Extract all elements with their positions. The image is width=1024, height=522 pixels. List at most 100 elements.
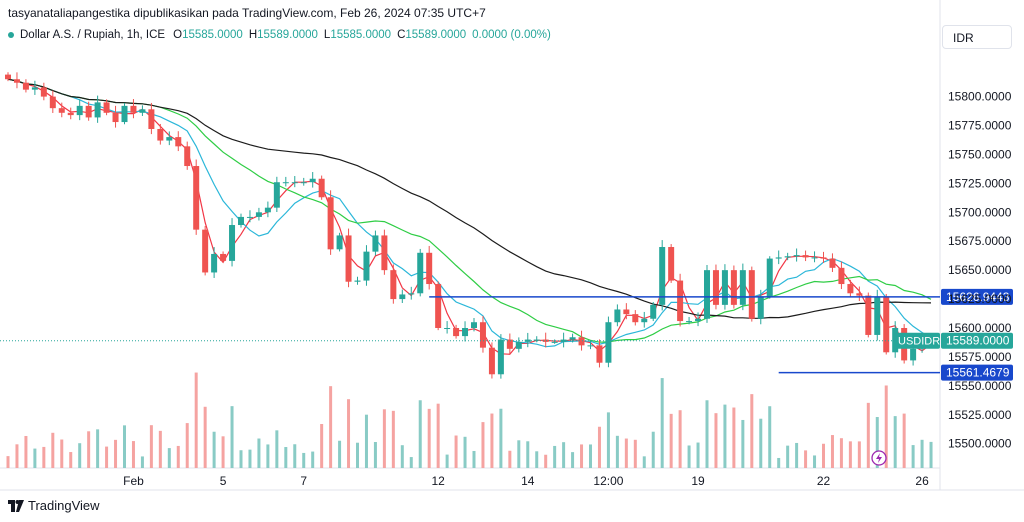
volume-bar — [257, 438, 261, 468]
lightning-icon-bolt — [876, 453, 882, 463]
y-tick-label: 15600.0000 — [948, 321, 1012, 335]
volume-bar — [553, 445, 557, 468]
candle-body — [381, 235, 388, 271]
low-label: L — [323, 29, 331, 41]
high-value: 15589.0000 — [257, 29, 318, 41]
volume-bar — [418, 400, 422, 468]
volume-bar — [284, 447, 288, 468]
volume-bar — [750, 394, 754, 468]
candle-body — [569, 337, 576, 340]
candle-body — [193, 166, 200, 230]
candle-body — [264, 207, 271, 213]
candle-body — [49, 96, 56, 109]
volume-bar — [696, 442, 700, 468]
currency-button[interactable]: IDR — [942, 25, 1012, 49]
lightning-icon[interactable] — [871, 450, 887, 466]
candle-body — [175, 137, 182, 147]
volume-bar — [311, 451, 315, 468]
volume-bar — [544, 454, 548, 468]
candle-body — [5, 74, 11, 80]
volume-bar — [158, 430, 162, 468]
candle-body — [112, 112, 119, 123]
volume-bar — [105, 446, 109, 468]
tradingview-footer[interactable]: TradingView — [8, 498, 100, 513]
volume-bar — [920, 439, 924, 468]
y-tick-label: 15700.0000 — [948, 205, 1012, 219]
volume-bar — [15, 444, 19, 468]
candle-body — [757, 296, 764, 319]
candle-body — [686, 321, 693, 323]
candle-body — [40, 87, 47, 97]
candle-body — [372, 235, 379, 252]
x-tick-label: 19 — [691, 474, 705, 488]
volume-bar — [857, 441, 861, 468]
x-tick-label: Feb — [123, 474, 144, 488]
y-tick-label: 15500.0000 — [948, 437, 1012, 451]
volume-bar — [123, 425, 126, 468]
low-value: 15585.0000 — [330, 29, 392, 41]
volume-bar — [723, 404, 727, 468]
level-tag — [941, 364, 1013, 381]
volume-bar — [624, 438, 628, 468]
candle-body — [838, 267, 845, 285]
volume-bar — [660, 378, 664, 468]
last-price-label: 15589.0000 — [946, 334, 1010, 348]
volume-bar — [400, 445, 404, 468]
candle-body — [748, 270, 755, 319]
candle-body — [605, 322, 612, 363]
candle-body — [31, 87, 38, 90]
candle-body — [255, 212, 262, 217]
volume-bar — [51, 432, 55, 468]
candle-body — [721, 270, 728, 305]
y-tick-label: 15750.0000 — [948, 147, 1012, 161]
y-tick-label: 15725.0000 — [948, 176, 1012, 190]
candle-body — [417, 252, 424, 294]
volume-bar — [463, 436, 467, 468]
volume-bar — [911, 445, 915, 468]
volume-bar — [490, 413, 494, 468]
candle-body — [650, 304, 657, 319]
candle-body — [336, 235, 343, 250]
volume-bar — [203, 406, 207, 468]
candle-body — [775, 257, 782, 259]
x-tick-label: 12:00 — [593, 474, 623, 488]
volume-bar — [87, 431, 91, 468]
candle-body — [704, 270, 710, 319]
volume-bar — [678, 410, 682, 468]
volume-bar — [732, 407, 736, 468]
candle-body — [820, 257, 827, 259]
volume-bar — [185, 423, 189, 468]
volume-bar — [839, 438, 843, 468]
volume-bar — [275, 430, 279, 468]
volume-bar — [320, 423, 324, 468]
volume-bar — [221, 436, 225, 468]
volume-bar — [786, 445, 790, 468]
candle-body — [695, 318, 702, 322]
ma-fast-line — [7, 78, 932, 355]
symbol-tag — [894, 332, 940, 349]
volume-bar — [266, 444, 270, 468]
candle-body — [67, 112, 74, 116]
candle-body — [614, 309, 621, 323]
volume-bar — [929, 441, 933, 468]
volume-bar — [571, 452, 575, 468]
candle-body — [453, 328, 460, 337]
volume-bar — [481, 422, 485, 468]
volume-bar — [373, 442, 377, 468]
y-tick-label: 15625.0000 — [948, 292, 1012, 306]
volume-bar — [391, 410, 395, 468]
symbol-title[interactable]: Dollar A.S. / Rupiah, 1h, ICE — [20, 29, 166, 41]
candle-body — [121, 105, 128, 123]
volume-bar — [454, 435, 458, 468]
volume-bar — [822, 443, 825, 468]
volume-bar — [69, 452, 73, 468]
candle-body — [85, 105, 92, 118]
open-label: O — [173, 29, 183, 41]
candle-body — [560, 339, 567, 342]
candle-body — [363, 251, 370, 281]
candle-body — [273, 182, 280, 208]
volume-bar — [302, 452, 306, 468]
candle-body — [211, 253, 218, 273]
volume-bar — [382, 409, 386, 468]
